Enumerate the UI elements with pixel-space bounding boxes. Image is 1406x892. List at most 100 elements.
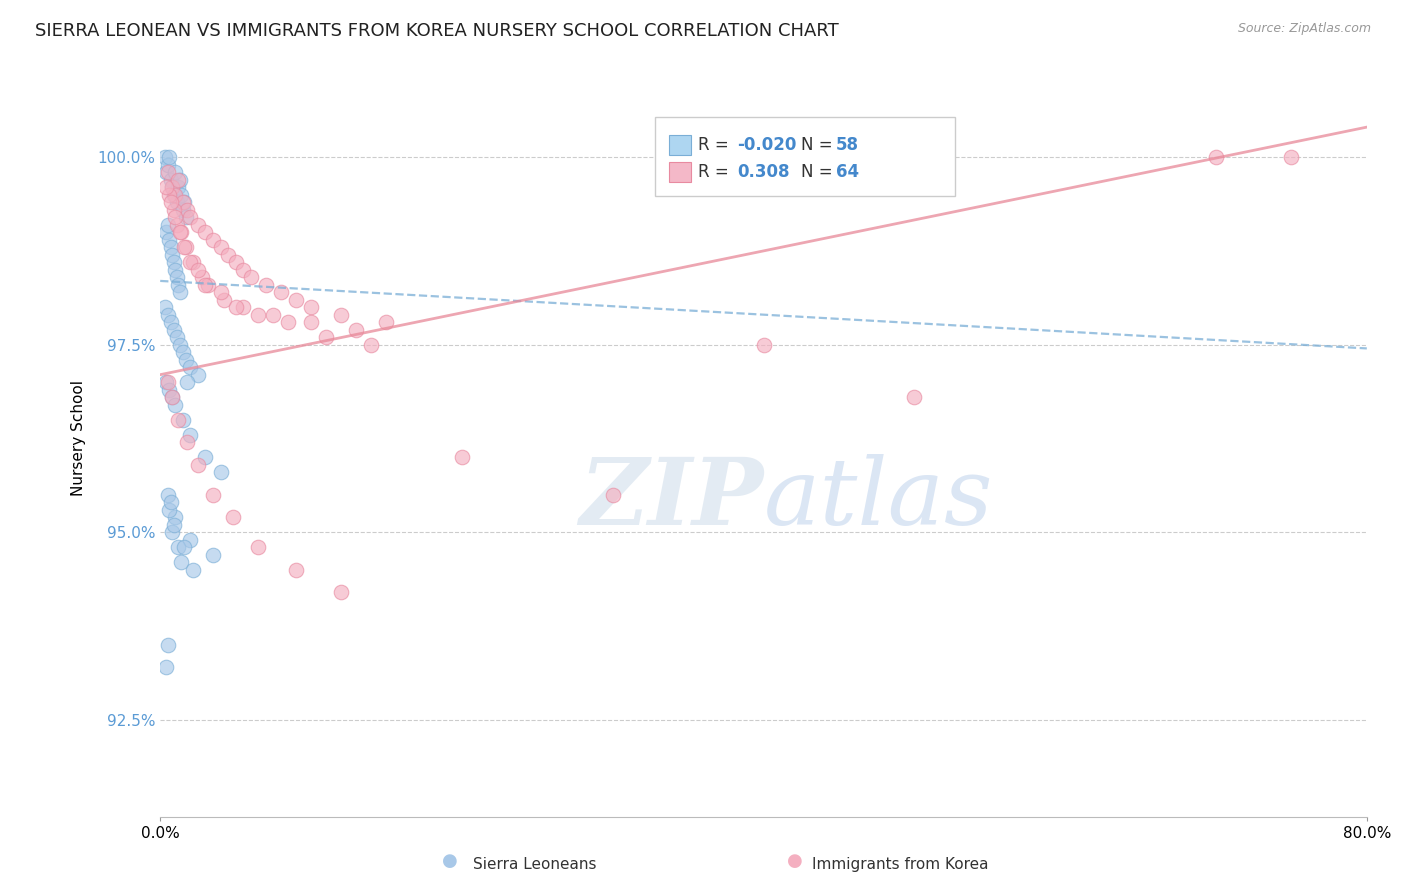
Point [167,180,190,194]
Point [187,262,209,277]
Point [167,172,190,186]
Point [602,488,624,502]
Point [157,502,180,516]
Point [299,315,322,329]
Point [270,285,292,300]
Point [201,548,224,562]
Point [284,563,307,577]
Point [330,308,353,322]
Point [156,165,179,179]
Text: N =: N = [801,163,838,181]
Point [173,540,195,554]
Point [201,488,224,502]
Text: Sierra Leoneans: Sierra Leoneans [472,857,596,872]
Point [163,323,186,337]
Point [157,383,180,397]
Point [163,187,186,202]
Point [162,180,184,194]
Point [299,300,322,314]
Point [194,450,217,465]
Point [157,187,180,202]
Point [169,337,191,351]
Point [172,195,194,210]
Point [166,270,188,285]
Point [191,270,214,285]
Point [903,390,925,404]
Point [315,330,337,344]
Point [169,285,191,300]
Point [156,638,179,652]
Point [176,375,198,389]
Point [179,427,201,442]
Point [173,240,195,254]
Point [209,285,232,300]
Point [167,277,190,292]
Point [163,202,186,217]
Point [156,488,179,502]
Point [170,225,193,239]
Text: atlas: atlas [763,454,993,544]
Point [277,315,299,329]
Point [155,225,177,239]
Text: ZIP: ZIP [579,454,763,544]
Text: -0.020: -0.020 [738,136,797,153]
Point [162,180,184,194]
Y-axis label: Nursery School: Nursery School [72,381,86,497]
Text: 0.308: 0.308 [738,163,790,181]
Text: 58: 58 [835,136,859,153]
Point [166,330,188,344]
Point [752,337,775,351]
Point [165,398,187,412]
Point [221,510,243,524]
Point [187,368,209,382]
Point [179,533,201,547]
Point [247,540,270,554]
Text: R =: R = [699,136,734,153]
Point [159,195,181,210]
Text: Source: ZipAtlas.com: Source: ZipAtlas.com [1237,22,1371,36]
Point [172,413,194,427]
Point [155,165,177,179]
Point [225,300,247,314]
Point [162,390,184,404]
Point [167,540,190,554]
Point [217,247,239,261]
Point [176,202,198,217]
Point [183,255,205,269]
Point [155,660,177,674]
Point [179,210,201,224]
Text: ●: ● [786,852,803,870]
Point [153,150,176,164]
Point [159,315,181,329]
Point [173,195,195,210]
Point [201,233,224,247]
Text: N =: N = [801,136,838,153]
Point [163,255,186,269]
Point [225,255,247,269]
Point [344,323,367,337]
Point [187,218,209,232]
Point [155,180,177,194]
Point [163,517,186,532]
Point [174,352,197,367]
Point [169,225,191,239]
Point [232,262,254,277]
Point [156,158,179,172]
Point [167,413,190,427]
Point [174,210,197,224]
Point [450,450,472,465]
Point [183,563,205,577]
Text: Immigrants from Korea: Immigrants from Korea [811,857,988,872]
Point [284,293,307,307]
Point [159,172,181,186]
Point [209,240,232,254]
Point [239,270,262,285]
Point [155,375,177,389]
Point [176,435,198,450]
Point [212,293,235,307]
Point [159,240,181,254]
Point [254,277,277,292]
Point [187,458,209,472]
Point [262,308,284,322]
Text: ●: ● [441,852,458,870]
